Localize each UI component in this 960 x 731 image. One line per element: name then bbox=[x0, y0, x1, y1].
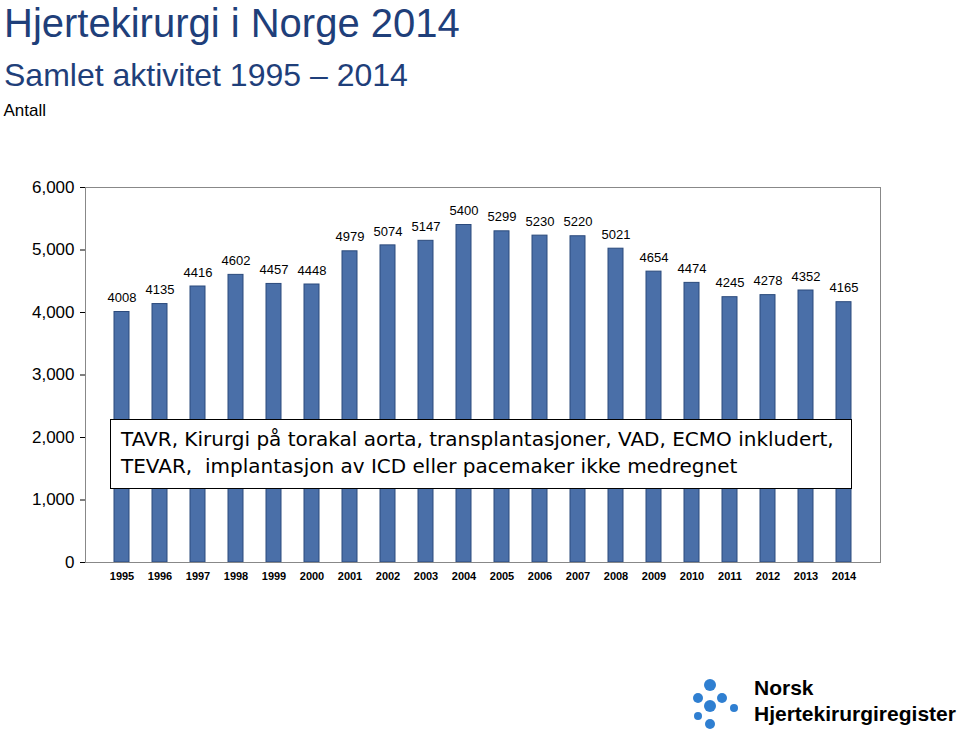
svg-text:4979: 4979 bbox=[336, 229, 365, 244]
svg-text:2014: 2014 bbox=[832, 570, 857, 582]
svg-text:4278: 4278 bbox=[754, 273, 783, 288]
svg-text:2011: 2011 bbox=[718, 570, 742, 582]
svg-text:5299: 5299 bbox=[488, 209, 517, 224]
svg-text:Antall: Antall bbox=[4, 101, 47, 120]
svg-text:5230: 5230 bbox=[526, 214, 555, 229]
svg-text:1995: 1995 bbox=[110, 570, 134, 582]
svg-text:5074: 5074 bbox=[374, 224, 403, 239]
svg-text:1999: 1999 bbox=[262, 570, 286, 582]
svg-text:1997: 1997 bbox=[186, 570, 210, 582]
svg-text:5,000: 5,000 bbox=[32, 240, 75, 259]
svg-text:1,000: 1,000 bbox=[32, 490, 75, 509]
svg-text:0: 0 bbox=[65, 553, 74, 572]
svg-text:2012: 2012 bbox=[756, 570, 780, 582]
svg-text:2000: 2000 bbox=[300, 570, 324, 582]
svg-text:4245: 4245 bbox=[716, 275, 745, 290]
svg-text:6,000: 6,000 bbox=[32, 178, 75, 197]
svg-text:5220: 5220 bbox=[564, 214, 593, 229]
svg-text:5021: 5021 bbox=[602, 227, 631, 242]
html-text:TEVAR, implantasjon av ICD ell: TEVAR, implantasjon av ICD eller pacemak… bbox=[121, 454, 738, 478]
html-text:Norsk: Norsk bbox=[754, 676, 814, 699]
svg-text:2005: 2005 bbox=[490, 570, 514, 582]
svg-text:2009: 2009 bbox=[642, 570, 666, 582]
svg-text:4008: 4008 bbox=[108, 290, 137, 305]
svg-text:2001: 2001 bbox=[338, 570, 362, 582]
svg-text:4448: 4448 bbox=[298, 263, 327, 278]
svg-text:2004: 2004 bbox=[452, 570, 477, 582]
svg-text:2002: 2002 bbox=[376, 570, 400, 582]
svg-text:4135: 4135 bbox=[146, 282, 175, 297]
svg-text:3,000: 3,000 bbox=[32, 365, 75, 384]
svg-text:4602: 4602 bbox=[222, 253, 251, 268]
svg-text:1998: 1998 bbox=[224, 570, 248, 582]
svg-text:4654: 4654 bbox=[640, 250, 669, 265]
svg-text:4,000: 4,000 bbox=[32, 303, 75, 322]
svg-text:4416: 4416 bbox=[184, 265, 213, 280]
svg-text:2008: 2008 bbox=[604, 570, 628, 582]
svg-text:4457: 4457 bbox=[260, 262, 289, 277]
svg-text:4474: 4474 bbox=[678, 261, 707, 276]
svg-text:4352: 4352 bbox=[792, 269, 821, 284]
html-text:Hjertekirurgi i Norge 2014: Hjertekirurgi i Norge 2014 bbox=[4, 1, 460, 45]
svg-text:5147: 5147 bbox=[412, 219, 441, 234]
svg-text:1996: 1996 bbox=[148, 570, 172, 582]
svg-text:2006: 2006 bbox=[528, 570, 552, 582]
svg-text:2003: 2003 bbox=[414, 570, 438, 582]
html-text:Samlet aktivitet 1995 – 2014: Samlet aktivitet 1995 – 2014 bbox=[4, 57, 408, 93]
html-text:Hjertekirurgiregister: Hjertekirurgiregister bbox=[754, 702, 956, 725]
svg-text:5400: 5400 bbox=[450, 203, 479, 218]
svg-text:2013: 2013 bbox=[794, 570, 818, 582]
svg-text:2007: 2007 bbox=[566, 570, 590, 582]
svg-text:2010: 2010 bbox=[680, 570, 704, 582]
svg-text:4165: 4165 bbox=[830, 280, 859, 295]
html-text:TAVR, Kirurgi på torakal aorta: TAVR, Kirurgi på torakal aorta, transpla… bbox=[121, 427, 834, 451]
svg-text:2,000: 2,000 bbox=[32, 428, 75, 447]
